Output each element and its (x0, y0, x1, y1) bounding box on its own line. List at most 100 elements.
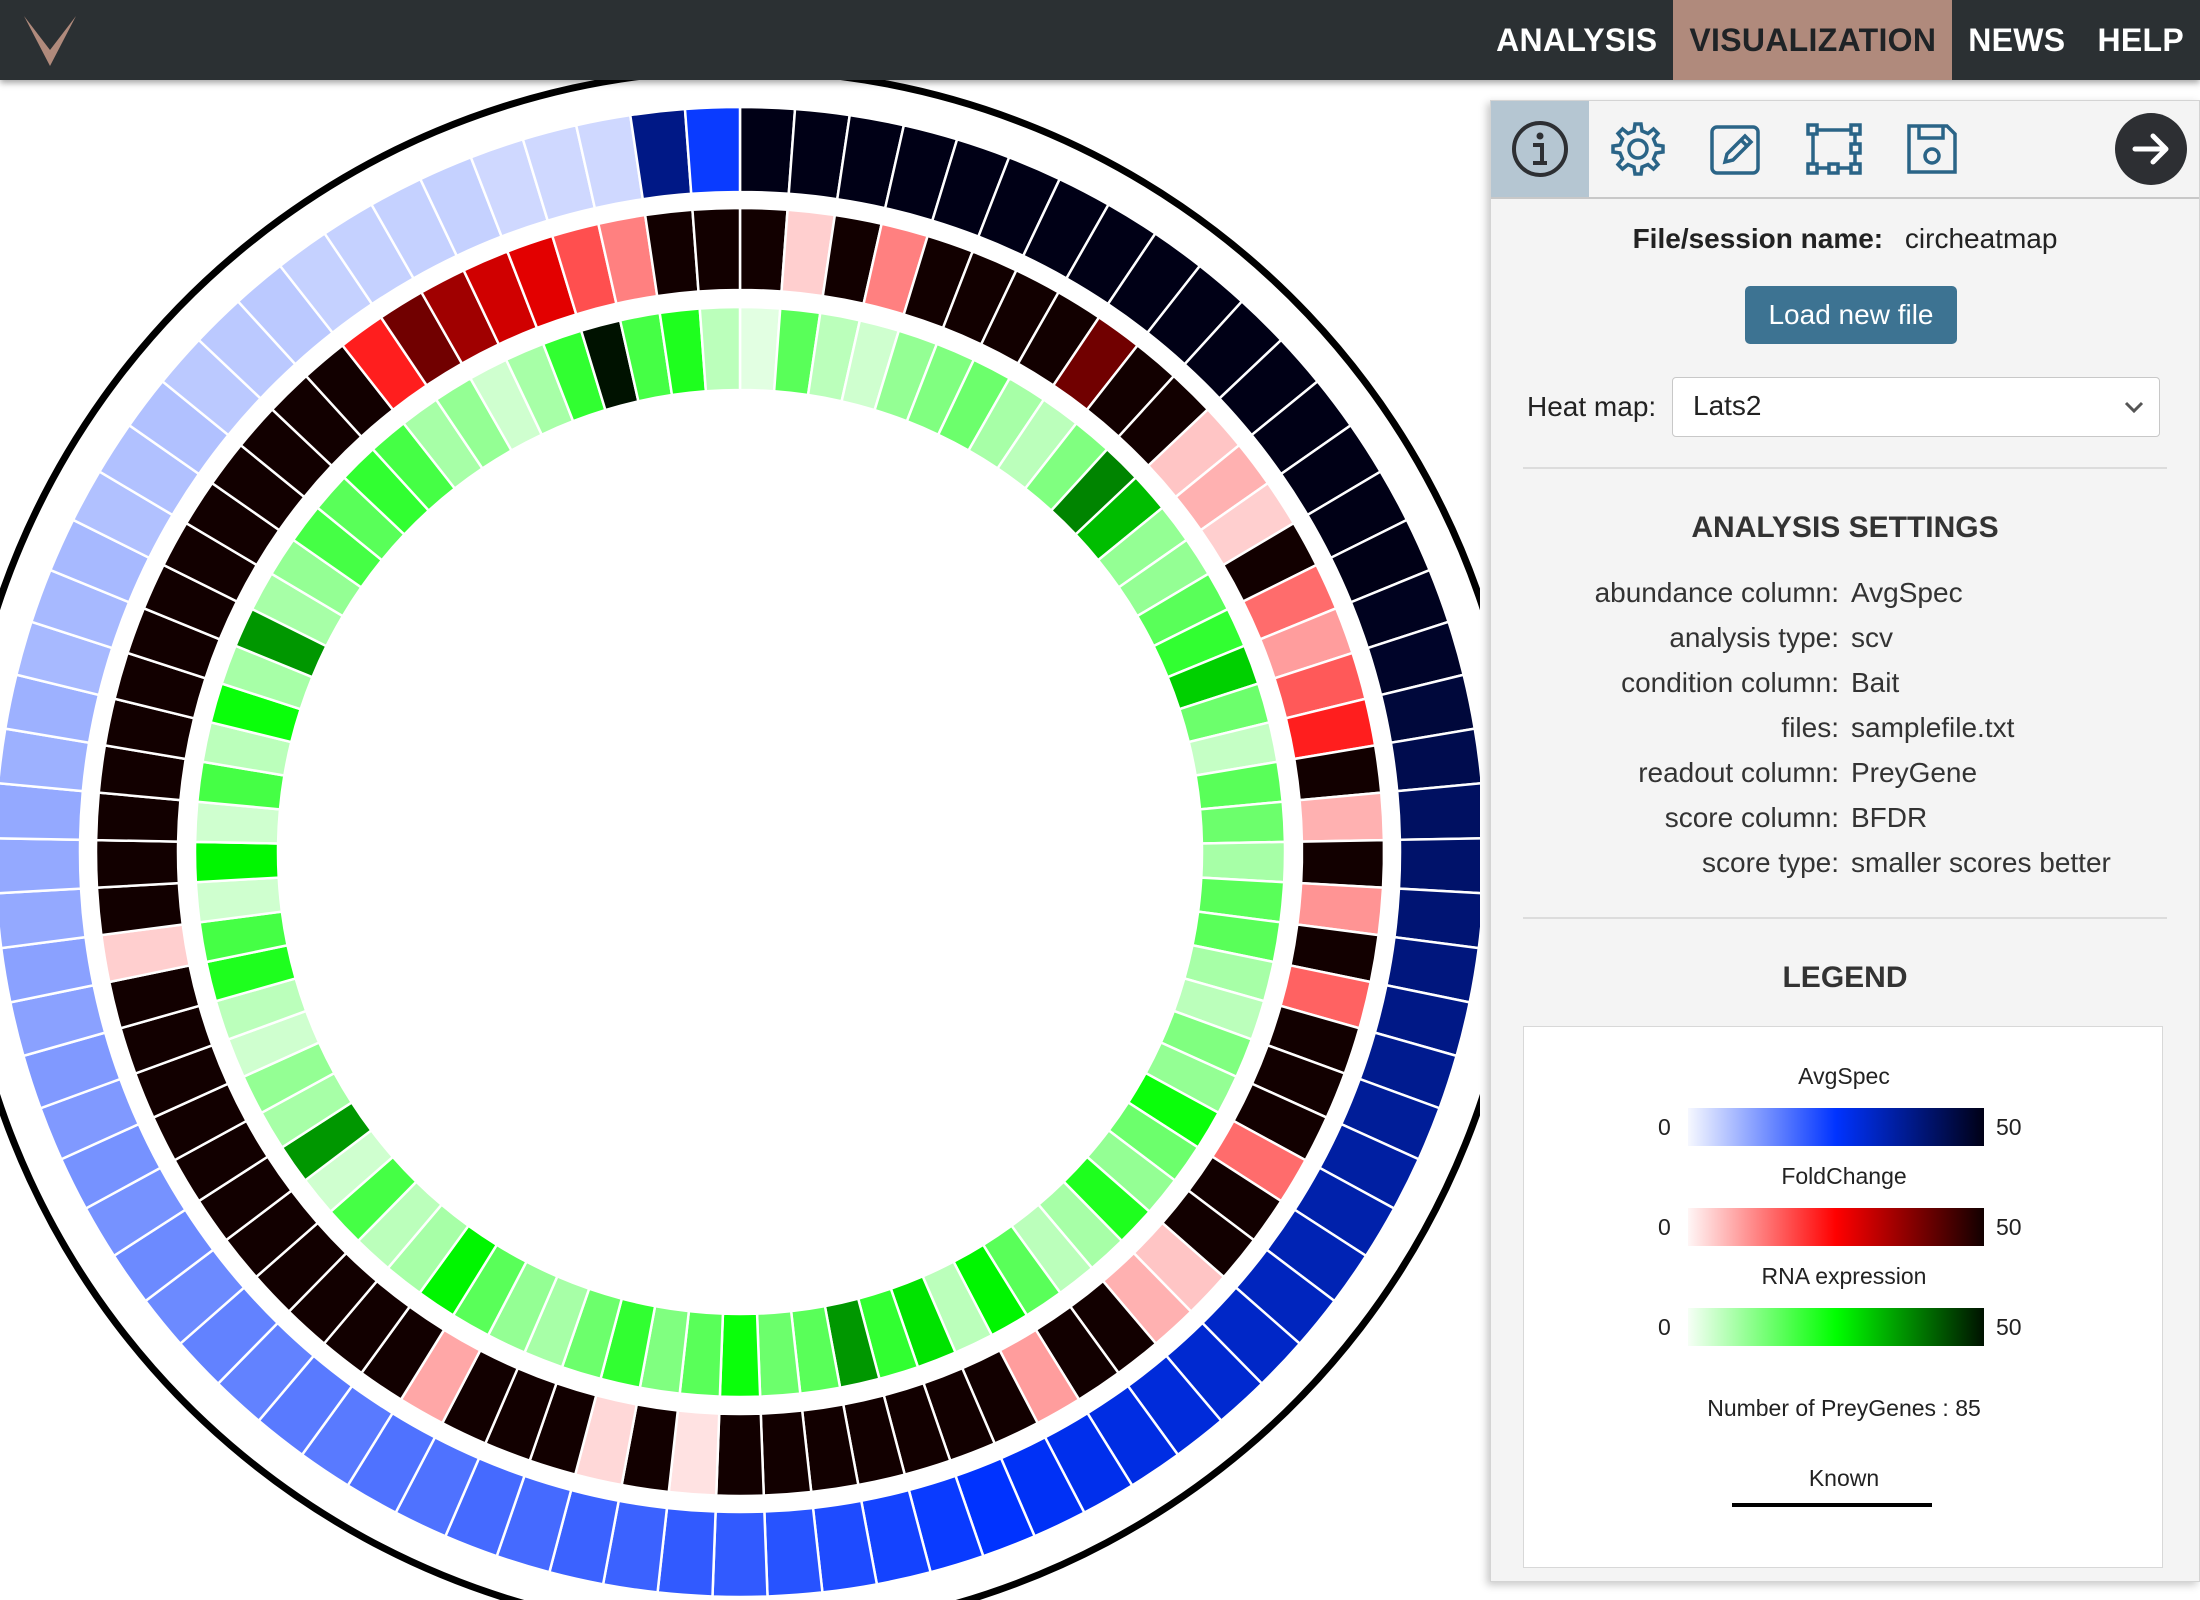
nav-help[interactable]: HELP (2097, 22, 2184, 58)
setting-key: files: (1781, 712, 1839, 743)
load-new-file-button[interactable]: Load new file (1745, 286, 1957, 344)
analysis-settings-title: ANALYSIS SETTINGS (1691, 511, 1999, 544)
legend-scale-max: 50 (1996, 1314, 2022, 1340)
heatmap-cell-foldchange[interactable] (759, 1409, 813, 1497)
legend-count-text: Number of PreyGenes : 85 (1707, 1395, 1981, 1421)
heatmap-cell-avgspec[interactable] (1397, 837, 1480, 895)
heatmap-cell-foldchange[interactable] (691, 206, 742, 293)
panel-toolbar (1491, 101, 2199, 199)
legend-scale-max: 50 (1996, 1214, 2022, 1240)
setting-value: smaller scores better (1851, 847, 2111, 878)
heatmap-cell-foldchange[interactable] (1299, 838, 1386, 890)
arrow-right-icon (2132, 133, 2169, 165)
heatmap-cell-avgspec[interactable] (0, 887, 87, 950)
settings-panel: File/session name: circheatmap Load new … (1490, 100, 2200, 1582)
divider (1523, 917, 2167, 919)
heatmap-selected-value: Lats2 (1693, 390, 1762, 421)
legend-scale-min: 0 (1658, 1314, 1671, 1340)
heatmap-cell-rna-expression[interactable] (1199, 840, 1287, 884)
setting-key: condition column: (1621, 667, 1839, 698)
heatmap-cell-avgspec[interactable] (0, 837, 83, 895)
legend-scale-title: FoldChange (1781, 1163, 1907, 1189)
heatmap-cell-avgspec[interactable] (1395, 782, 1480, 842)
known-arcs (0, 80, 1480, 1600)
file-session-row: File/session name: circheatmap (1491, 223, 2199, 255)
setting-row: readout column: PreyGene (1491, 757, 2199, 802)
setting-row: abundance column: AvgSpec (1491, 577, 2199, 622)
save-icon (1907, 124, 1957, 174)
heatmap-cell-avgspec[interactable] (0, 782, 85, 842)
annotate-tab-button[interactable] (1687, 101, 1785, 197)
heatmap-label: Heat map: (1527, 391, 1657, 422)
heatmap-cell-foldchange[interactable] (714, 1412, 766, 1498)
legend-scale-min: 0 (1658, 1214, 1671, 1240)
known-arc (0, 80, 1480, 1600)
file-session-label: File/session name: (1632, 223, 1884, 254)
heatmap-select-row: Heat map: Lats2 (1527, 377, 2167, 439)
legend-scale-title: RNA expression (1761, 1263, 1927, 1289)
circheatmap-plot (0, 80, 1480, 1600)
heatmap-cell-foldchange[interactable] (738, 206, 789, 293)
circular-heatmap (0, 80, 1480, 1600)
heatmap-cell-avgspec[interactable] (711, 1510, 769, 1599)
legend-known-label: Known (1808, 1465, 1880, 1491)
setting-value: samplefile.txt (1851, 712, 2015, 743)
legend-scale-min: 0 (1658, 1114, 1671, 1140)
setting-value: PreyGene (1851, 757, 1978, 788)
heatmap-cell-foldchange[interactable] (95, 881, 185, 937)
divider (1523, 467, 2167, 469)
analysis-settings-list: abundance column: AvgSpec analysis type: s… (1491, 577, 2199, 892)
legend-known-line (1732, 1503, 1932, 1507)
setting-key: abundance column: (1594, 577, 1839, 608)
setting-value: BFDR (1851, 802, 1928, 833)
setting-key: score type: (1702, 847, 1839, 878)
legend-rna-gradient (1688, 1308, 1984, 1346)
top-navbar: ANALYSIS VISUALIZATION NEWS HELP (0, 0, 2200, 80)
setting-key: readout column: (1638, 757, 1839, 788)
heatmap-cell-rna-expression[interactable] (1198, 800, 1287, 845)
setting-value: Bait (1851, 667, 1900, 698)
settings-tab-button[interactable] (1589, 101, 1687, 197)
heatmap-select[interactable]: Lats2 (1672, 377, 2160, 437)
file-session-value: circheatmap (1904, 223, 2058, 254)
heatmap-cell-avgspec[interactable] (738, 105, 797, 196)
save-tab-button[interactable] (1883, 101, 1981, 197)
pencil-icon (1710, 125, 1760, 175)
setting-key: analysis type: (1669, 622, 1839, 653)
setting-row: files: samplefile.txt (1491, 712, 2199, 757)
heatmap-cell-rna-expression[interactable] (718, 1312, 762, 1399)
legend-title: LEGEND (1782, 961, 1908, 994)
heatmap-cell-rna-expression[interactable] (193, 840, 281, 884)
heatmap-cell-avgspec[interactable] (763, 1506, 824, 1598)
nav-news[interactable]: NEWS (1968, 22, 2066, 58)
legend-scale-title: AvgSpec (1798, 1063, 1890, 1089)
heatmap-cell-avgspec[interactable] (683, 105, 742, 196)
select-tab-button[interactable] (1785, 101, 1883, 197)
info-tab-button[interactable] (1491, 101, 1589, 197)
nav-analysis[interactable]: ANALYSIS (1496, 22, 1658, 58)
heatmap-cell-rna-expression[interactable] (698, 305, 742, 393)
collapse-panel-button[interactable] (2115, 113, 2187, 185)
setting-key: score column: (1664, 802, 1839, 833)
info-icon (1512, 121, 1568, 177)
app-logo-icon[interactable] (20, 12, 80, 70)
nav-menu: ANALYSIS VISUALIZATION NEWS HELP (1480, 0, 2200, 80)
setting-value: scv (1851, 622, 1893, 653)
logo-shape (24, 16, 76, 66)
legend-avgspec-gradient (1688, 1108, 1984, 1146)
heatmap-cell-foldchange[interactable] (94, 838, 181, 890)
setting-row: score column: BFDR (1491, 802, 2199, 847)
heatmap-cell-foldchange[interactable] (1298, 791, 1386, 843)
known-arc (0, 80, 641, 611)
chevron-down-icon (2124, 401, 2144, 414)
legend-box: AvgSpec 0 50 FoldChange 0 50 RNA express… (1523, 1026, 2163, 1568)
heatmap-rings (0, 105, 1480, 1599)
gear-icon (1611, 122, 1665, 176)
legend-foldchange-gradient (1688, 1208, 1984, 1246)
setting-value: AvgSpec (1851, 577, 1963, 608)
selection-icon (1806, 123, 1862, 175)
setting-row: condition column: Bait (1491, 667, 2199, 712)
setting-row: score type: smaller scores better (1491, 847, 2199, 892)
nav-visualization[interactable]: VISUALIZATION (1673, 0, 1953, 80)
legend-scale-max: 50 (1996, 1114, 2022, 1140)
